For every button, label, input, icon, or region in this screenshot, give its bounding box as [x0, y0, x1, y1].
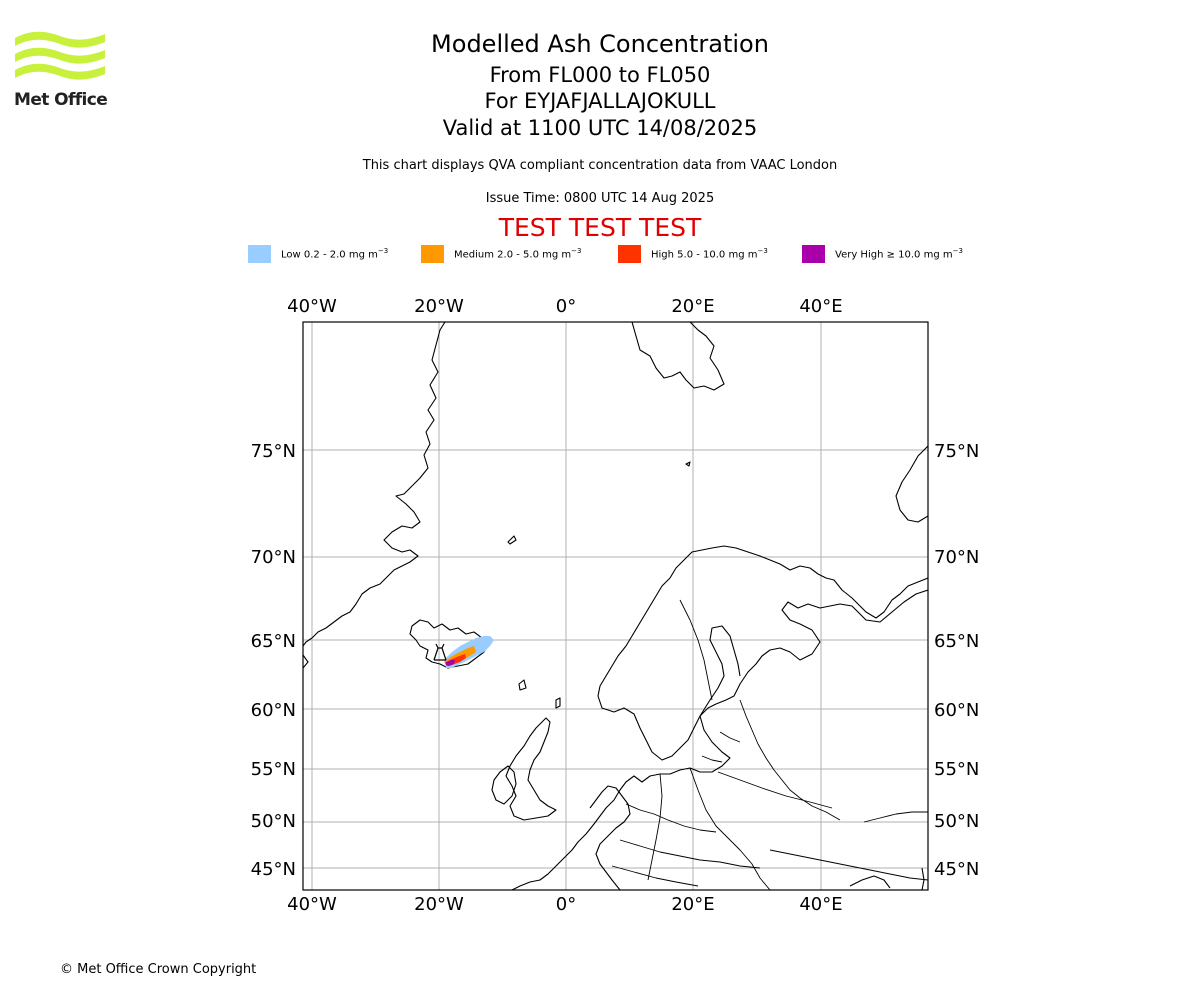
volcano-name: For EYJAFJALLAJOKULL — [484, 89, 716, 113]
lat-label-right-65n: 65°N — [934, 631, 979, 652]
lon-label-bottom-20e: 20°E — [671, 894, 714, 915]
lat-label-left-55n: 55°N — [251, 759, 296, 780]
scandinavia-coast — [597, 545, 928, 761]
bothnia-coast — [699, 625, 741, 717]
issue-time: Issue Time: 0800 UTC 14 Aug 2025 — [485, 191, 715, 206]
lon-label-bottom-40w: 40°W — [287, 894, 337, 915]
lat-label-right-45n: 45°N — [934, 859, 979, 880]
test-banner: TEST TEST TEST — [498, 213, 702, 242]
concentration-legend: Low 0.2 - 2.0 mg m−3 Medium 2.0 - 5.0 mg… — [0, 244, 1200, 264]
valid-time: Valid at 1100 UTC 14/08/2025 — [442, 116, 758, 140]
ash-very-high — [446, 660, 455, 666]
lat-label-left-60n: 60°N — [251, 700, 296, 721]
ash-plume — [433, 636, 494, 668]
lon-label-top-20e: 20°E — [671, 296, 714, 317]
lon-label-bottom-0: 0° — [556, 894, 576, 915]
logo-text: Met Office — [14, 90, 108, 110]
met-office-logo: Met Office — [14, 30, 108, 112]
legend-item-very-high: Very High ≥ 10.0 mg m−3 — [802, 244, 963, 264]
legend-label-medium: Medium 2.0 - 5.0 mg m−3 — [454, 247, 582, 261]
legend-swatch-very-high — [802, 245, 825, 263]
great-britain-coast — [505, 717, 557, 821]
map-area — [303, 322, 928, 890]
shetland-coast — [555, 697, 561, 709]
black-sea-coast — [849, 875, 891, 889]
chart-description: This chart displays QVA compliant concen… — [362, 158, 838, 173]
lat-label-left-75n: 75°N — [251, 441, 296, 462]
coastlines — [303, 322, 928, 890]
country-borders — [611, 599, 928, 890]
lat-label-left-50n: 50°N — [251, 811, 296, 832]
chart-title: Modelled Ash Concentration — [431, 30, 769, 58]
legend-label-high: High 5.0 - 10.0 mg m−3 — [651, 247, 768, 261]
lon-label-bottom-20w: 20°W — [414, 894, 464, 915]
legend-item-medium: Medium 2.0 - 5.0 mg m−3 — [421, 244, 581, 264]
legend-item-low: Low 0.2 - 2.0 mg m−3 — [248, 244, 388, 264]
lon-label-top-40e: 40°E — [799, 296, 842, 317]
map-frame — [302, 321, 929, 891]
ireland-coast — [491, 765, 517, 805]
volcano-marker — [433, 643, 447, 661]
bjornoya-coast — [685, 461, 691, 467]
lon-label-top-40w: 40°W — [287, 296, 337, 317]
legend-swatch-high — [618, 245, 641, 263]
graticule — [303, 322, 928, 890]
greenland-coast-south — [303, 654, 309, 669]
lat-label-right-55n: 55°N — [934, 759, 979, 780]
iceland-coast — [409, 619, 489, 669]
faroes-coast — [518, 679, 527, 691]
jan-mayen-coast — [507, 535, 517, 545]
lat-label-left-65n: 65°N — [251, 631, 296, 652]
lat-label-left-45n: 45°N — [251, 859, 296, 880]
lon-label-top-0: 0° — [556, 296, 576, 317]
lat-label-right-75n: 75°N — [934, 441, 979, 462]
lon-label-top-20w: 20°W — [414, 296, 464, 317]
legend-swatch-low — [248, 245, 271, 263]
met-office-waves-icon — [15, 31, 105, 80]
lat-label-right-50n: 50°N — [934, 811, 979, 832]
legend-swatch-medium — [421, 245, 444, 263]
lat-label-right-70n: 70°N — [934, 547, 979, 568]
baltic-coast — [511, 715, 731, 890]
greenland-coast — [303, 322, 446, 647]
copyright-notice: © Met Office Crown Copyright — [60, 962, 257, 977]
novaya-zemlya-coast — [895, 445, 928, 523]
legend-label-low: Low 0.2 - 2.0 mg m−3 — [281, 247, 389, 261]
svalbard-coast — [631, 322, 725, 391]
lat-label-right-60n: 60°N — [934, 700, 979, 721]
europe-coast — [589, 785, 631, 890]
legend-label-very-high: Very High ≥ 10.0 mg m−3 — [835, 247, 963, 261]
legend-item-high: High 5.0 - 10.0 mg m−3 — [618, 244, 768, 264]
caspian-coast — [921, 867, 925, 890]
flight-level-range: From FL000 to FL050 — [489, 63, 711, 87]
lat-label-left-70n: 70°N — [251, 547, 296, 568]
lon-label-bottom-40e: 40°E — [799, 894, 842, 915]
